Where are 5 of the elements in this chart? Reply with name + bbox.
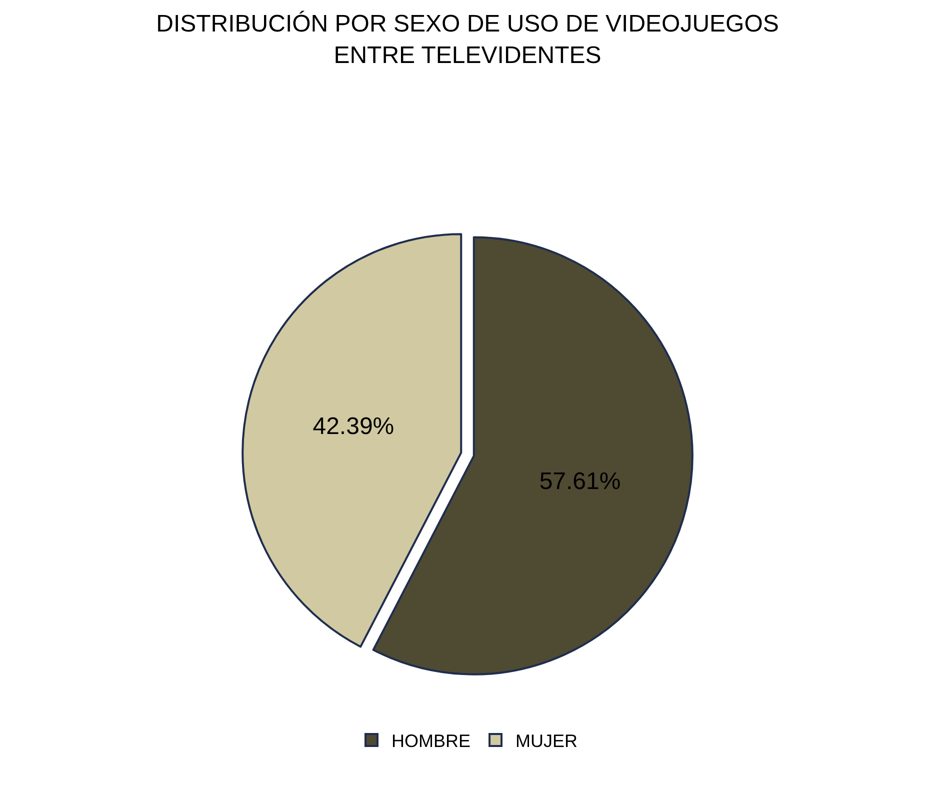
data-label: 42.39% — [312, 412, 394, 440]
data-label: 57.61% — [539, 468, 621, 496]
legend-label: HOMBRE — [392, 730, 471, 751]
legend-label: MUJER — [516, 730, 578, 751]
chart-title: DISTRIBUCIÓN POR SEXO DE USO DE VIDEOJUEGOS ENTRE TELEVIDENTES — [156, 10, 779, 69]
